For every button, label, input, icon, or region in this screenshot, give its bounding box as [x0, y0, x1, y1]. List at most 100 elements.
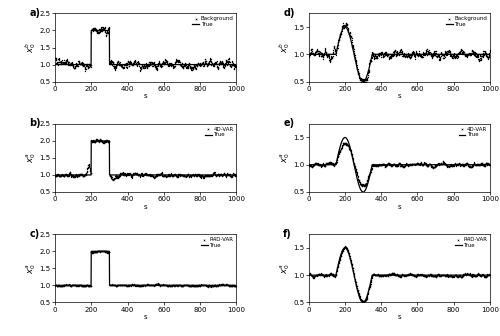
R4D-VAR: [89, 249, 97, 254]
Background: [198, 60, 206, 66]
R4D-VAR: [116, 282, 124, 288]
R4D-VAR: [366, 285, 374, 290]
Background: [87, 31, 95, 36]
Background: [419, 51, 427, 56]
R4D-VAR: [198, 282, 206, 288]
R4D-VAR: [208, 283, 216, 289]
R4D-VAR: [460, 272, 468, 278]
R4D-VAR: [141, 283, 149, 288]
R4D-VAR: [354, 290, 362, 296]
Legend: Background, True: Background, True: [191, 15, 234, 28]
Background: [348, 34, 356, 39]
Background: [106, 59, 114, 65]
Background: [460, 51, 468, 57]
Background: [440, 53, 448, 58]
Background: [454, 55, 462, 60]
R4D-VAR: [468, 273, 476, 279]
R4D-VAR: [188, 283, 196, 288]
R4D-VAR: [385, 271, 393, 277]
Background: [319, 53, 327, 59]
R4D-VAR: [81, 283, 89, 289]
R4D-VAR: [78, 283, 86, 289]
4D-VAR: [386, 161, 394, 166]
Background: [385, 56, 393, 62]
4D-VAR: [142, 171, 150, 176]
R4D-VAR: [180, 282, 188, 288]
4D-VAR: [113, 174, 121, 180]
4D-VAR: [388, 163, 396, 169]
4D-VAR: [484, 161, 492, 167]
R4D-VAR: [68, 283, 76, 288]
Background: [373, 55, 381, 60]
R4D-VAR: [112, 283, 120, 288]
Background: [382, 51, 390, 56]
R4D-VAR: [400, 273, 407, 278]
R4D-VAR: [202, 283, 210, 288]
R4D-VAR: [227, 283, 235, 289]
Background: [122, 64, 130, 70]
4D-VAR: [326, 160, 334, 165]
Background: [358, 77, 366, 82]
4D-VAR: [128, 174, 136, 180]
R4D-VAR: [79, 283, 87, 289]
Background: [51, 55, 59, 61]
4D-VAR: [376, 162, 384, 168]
Background: [170, 64, 177, 70]
R4D-VAR: [71, 283, 79, 288]
4D-VAR: [192, 173, 200, 178]
R4D-VAR: [181, 282, 189, 287]
Background: [398, 48, 406, 53]
R4D-VAR: [144, 282, 152, 288]
4D-VAR: [374, 162, 382, 167]
4D-VAR: [377, 163, 385, 168]
R4D-VAR: [156, 282, 164, 288]
Text: a): a): [30, 8, 40, 18]
Background: [214, 65, 222, 70]
R4D-VAR: [146, 282, 154, 287]
4D-VAR: [315, 162, 323, 167]
R4D-VAR: [352, 283, 360, 288]
4D-VAR: [328, 161, 336, 166]
4D-VAR: [439, 159, 447, 164]
R4D-VAR: [452, 272, 460, 278]
R4D-VAR: [162, 283, 170, 288]
4D-VAR: [194, 171, 202, 177]
R4D-VAR: [126, 282, 134, 288]
Background: [315, 52, 323, 57]
Background: [468, 48, 476, 53]
4D-VAR: [373, 163, 381, 168]
Background: [206, 56, 214, 62]
Background: [172, 58, 180, 64]
R4D-VAR: [447, 273, 455, 279]
4D-VAR: [218, 173, 226, 178]
4D-VAR: [120, 171, 128, 176]
Background: [60, 60, 68, 66]
Background: [381, 50, 389, 55]
R4D-VAR: [336, 255, 344, 260]
Background: [75, 59, 83, 65]
Background: [96, 28, 104, 33]
R4D-VAR: [452, 272, 460, 278]
Background: [482, 50, 490, 55]
Background: [170, 64, 178, 70]
4D-VAR: [480, 162, 488, 167]
Background: [360, 77, 368, 82]
4D-VAR: [99, 140, 107, 145]
Background: [470, 50, 478, 55]
R4D-VAR: [214, 282, 222, 288]
R4D-VAR: [392, 272, 400, 277]
4D-VAR: [436, 161, 444, 166]
True: [224, 283, 230, 287]
4D-VAR: [184, 173, 192, 178]
4D-VAR: [397, 163, 405, 168]
R4D-VAR: [100, 248, 108, 254]
R4D-VAR: [132, 283, 140, 288]
R4D-VAR: [177, 283, 185, 288]
4D-VAR: [440, 160, 448, 166]
Background: [358, 77, 366, 82]
4D-VAR: [175, 172, 183, 177]
4D-VAR: [117, 171, 125, 177]
R4D-VAR: [313, 273, 321, 278]
4D-VAR: [80, 173, 88, 178]
Background: [304, 54, 313, 60]
